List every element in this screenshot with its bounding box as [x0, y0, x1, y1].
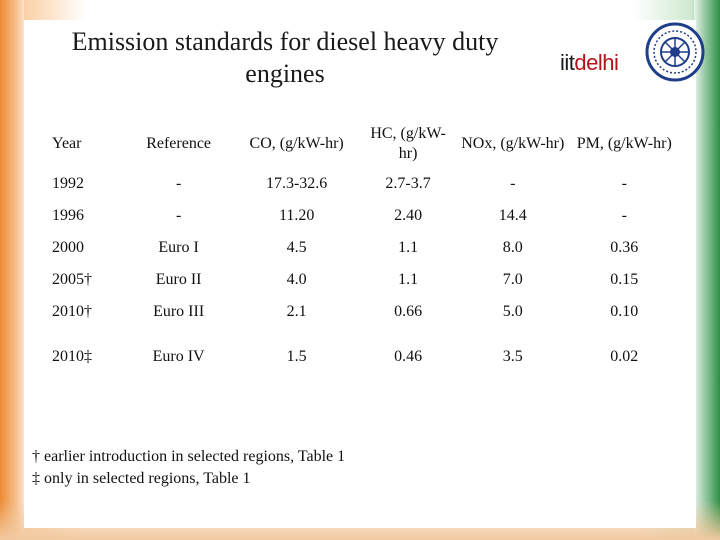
header-reference: Reference	[146, 135, 212, 152]
cell-year: 2010‡	[52, 348, 92, 365]
right-green-band	[694, 0, 720, 540]
cell-reference: Euro II	[155, 271, 202, 288]
cell-hc: 1.1	[398, 239, 419, 256]
cell-year: 2005†	[52, 271, 92, 288]
cell-nox: 8.0	[502, 239, 523, 256]
header-co: CO, (g/kW-hr)	[249, 135, 344, 152]
table-row: 2010† Euro III 2.1 0.66 5.0 0.10	[42, 296, 680, 328]
cell-pm: -	[621, 207, 627, 224]
header-hc: HC, (g/kW-hr)	[370, 125, 446, 162]
footnotes: † earlier introduction in selected regio…	[32, 446, 345, 490]
header-year: Year	[52, 135, 82, 152]
cell-co: 2.1	[286, 303, 307, 320]
cell-reference: -	[175, 207, 182, 224]
cell-pm: 0.10	[610, 303, 639, 320]
cell-co: 4.0	[286, 271, 307, 288]
cell-co: 17.3-32.6	[265, 175, 328, 192]
cell-co: 11.20	[278, 207, 315, 224]
cell-co: 4.5	[286, 239, 307, 256]
table-row: 2000 Euro I 4.5 1.1 8.0 0.36	[42, 232, 680, 264]
cell-pm: 0.15	[610, 271, 639, 288]
iitdelhi-logo: iitdelhi	[560, 50, 619, 76]
slide-panel	[24, 20, 696, 528]
cell-co: 1.5	[286, 348, 307, 365]
cell-nox: 5.0	[502, 303, 523, 320]
cell-year: 2000	[52, 239, 84, 256]
cell-pm: 0.02	[610, 348, 639, 365]
cell-pm: -	[621, 175, 627, 192]
cell-hc: 1.1	[398, 271, 419, 288]
cell-nox: 14.4	[498, 207, 527, 224]
cell-reference: Euro III	[153, 303, 205, 320]
table-header-row: Year Reference CO, (g/kW-hr) HC, (g/kW-h…	[42, 120, 680, 168]
table-row: 2010‡ Euro IV 1.5 0.46 3.5 0.02	[42, 328, 680, 386]
emission-standards-table: Year Reference CO, (g/kW-hr) HC, (g/kW-h…	[42, 120, 680, 386]
cell-pm: 0.36	[610, 239, 639, 256]
cell-year: 1992	[52, 175, 84, 192]
cell-reference: Euro I	[158, 239, 199, 256]
cell-hc: 2.7-3.7	[385, 175, 431, 192]
cell-hc: 0.46	[394, 348, 423, 365]
header-nox: NOx, (g/kW-hr)	[461, 135, 565, 152]
header-pm: PM, (g/kW-hr)	[576, 135, 672, 152]
logo-delhi-text: delhi	[574, 50, 619, 75]
cell-nox: 7.0	[502, 271, 523, 288]
table-row: 1992 - 17.3-32.6 2.7-3.7 - -	[42, 168, 680, 200]
cell-reference: -	[175, 175, 182, 192]
footnote-dagger: † earlier introduction in selected regio…	[32, 448, 346, 465]
logo-iit-text: iit	[560, 50, 575, 75]
slide-title: Emission standards for diesel heavy duty…	[30, 26, 540, 90]
institute-seal-icon	[645, 22, 705, 82]
table-row: 2005† Euro II 4.0 1.1 7.0 0.15	[42, 264, 680, 296]
left-saffron-band	[0, 0, 24, 540]
cell-hc: 0.66	[394, 303, 423, 320]
slide-title-line2: engines	[245, 59, 325, 88]
cell-hc: 2.40	[394, 207, 423, 224]
cell-reference: Euro IV	[152, 348, 205, 365]
cell-year: 2010†	[52, 303, 92, 320]
cell-nox: 3.5	[502, 348, 523, 365]
slide-title-line1: Emission standards for diesel heavy duty	[71, 27, 499, 56]
cell-year: 1996	[52, 207, 84, 224]
cell-nox: -	[510, 175, 516, 192]
footnote-double-dagger: ‡ only in selected regions, Table 1	[32, 470, 251, 487]
table-row: 1996 - 11.20 2.40 14.4 -	[42, 200, 680, 232]
